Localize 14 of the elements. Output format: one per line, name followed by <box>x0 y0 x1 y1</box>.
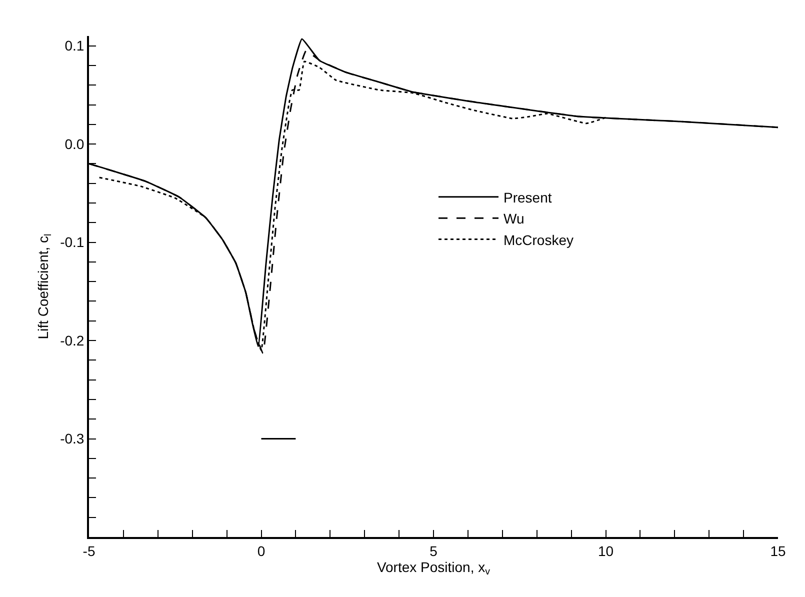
x-tick-label: 0 <box>257 542 266 559</box>
y-tick-label: 0.0 <box>64 136 84 152</box>
x-axis-title: Vortex Position, x$_{v}$ <box>376 558 490 578</box>
y-tick-label: 0.1 <box>64 38 84 54</box>
y-tick-label: -0.2 <box>60 332 84 348</box>
x-tick-label: 5 <box>430 542 438 559</box>
y-tick-label: -0.1 <box>60 234 84 250</box>
legend-label: McCroskey <box>504 232 574 248</box>
y-tick-label: -0.3 <box>60 430 84 447</box>
legend-label: Wu <box>504 210 524 227</box>
legend-label: Present <box>504 189 552 206</box>
x-tick-label: 15 <box>770 542 786 559</box>
x-tick-label: -5 <box>82 542 96 559</box>
x-tick-label: 10 <box>598 542 614 559</box>
